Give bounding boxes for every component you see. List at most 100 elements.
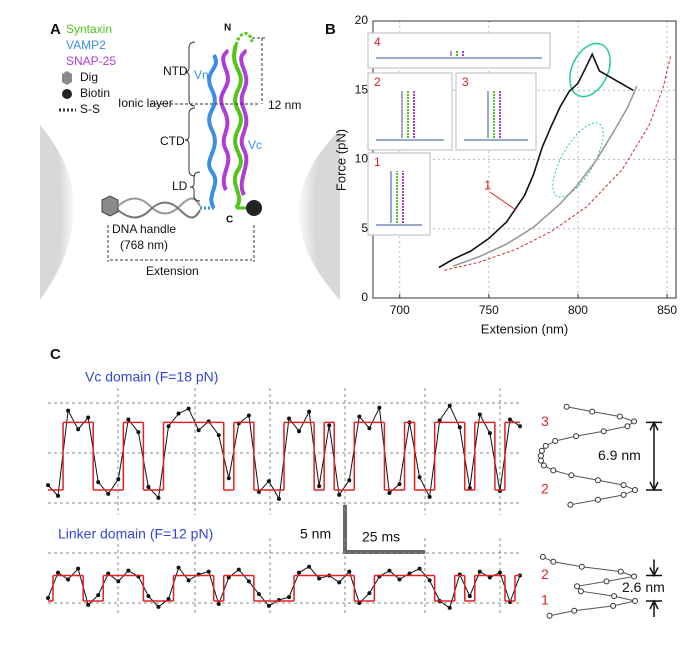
label: N [224,23,231,34]
label: CTD [160,134,185,148]
histogram-point [546,612,553,619]
trace-point [106,491,111,496]
trace-point [477,569,482,574]
trace-point [256,489,261,494]
histogram-point [538,447,545,454]
label: NTD [163,64,188,78]
trace-point [317,484,322,489]
trace-point [427,494,432,499]
bead [40,125,74,300]
histogram-point [620,482,627,489]
annotation: 1 [484,177,491,192]
state-label: 2 [541,566,549,582]
trace-point [297,429,302,434]
trace-point [317,576,322,581]
legend-entry: Biotin [80,86,110,100]
histogram-point [616,413,623,420]
x-tick-label: 800 [568,303,588,317]
trace-point [56,570,61,575]
dig [101,195,119,217]
bead [299,130,340,300]
histogram-point [632,598,638,604]
histogram-point [540,462,547,469]
label: Extension [146,264,199,278]
trace-point [156,604,161,609]
trace-point [367,426,372,431]
histogram-point [537,452,544,459]
trace-line [47,566,521,609]
histogram-point [550,467,557,474]
y-tick-label: 5 [361,221,368,235]
y-tick-label: 10 [355,152,369,166]
histogram-point [552,438,559,444]
inset-label: 3 [462,75,469,89]
snap25-helix [239,48,249,196]
histogram-point [550,558,557,565]
force-curve [444,55,672,271]
histogram-point [578,563,585,570]
trace-point [256,592,261,597]
histogram-point [600,428,607,435]
histogram-point [620,491,627,498]
trace-point [357,600,362,605]
trace-title: Linker domain (F=12 pN) [58,526,213,542]
trace-point [226,575,231,580]
panel-label: B [325,21,336,38]
trace-point [297,570,302,575]
trace-point [216,433,221,438]
trace-point [126,417,131,422]
dimension-label: 2.6 nm [622,579,665,595]
inset-label: 1 [374,155,381,169]
label: (768 nm) [120,238,168,252]
trace-point [196,428,201,433]
snap25-helix [219,48,231,191]
inset-art [376,171,422,226]
x-tick-label: 750 [479,303,499,317]
highlight [569,42,611,98]
trace-point [417,566,422,571]
biotin-icon [62,89,72,99]
trace-point [347,478,352,483]
trace-point [518,424,522,429]
state-label: 2 [541,481,549,497]
trace-point [397,577,402,582]
trace-point [76,566,81,571]
dna [117,197,201,215]
legend-entry: Syntaxin [66,22,112,36]
histogram-point [603,578,610,585]
histogram-point [542,442,549,449]
histogram-point [624,423,631,430]
histogram-point [611,593,618,600]
legend-entry: SNAP-25 [66,54,116,68]
highlight [552,122,604,198]
trace-point [387,490,392,495]
inset [367,72,453,151]
histogram-point [567,501,574,508]
dna [117,201,201,219]
label: 12 nm [268,98,301,112]
label: Vc [248,138,262,152]
trace-point [437,418,442,423]
label: LD [172,179,188,193]
trace-point [397,482,402,487]
trace-point [387,568,392,573]
label: DNA handle [112,222,176,236]
trace-point [266,479,271,484]
histogram-point [632,487,638,493]
y-tick-label: 15 [355,82,369,96]
scale-label: 25 ms [362,529,400,545]
trace-point [146,485,151,490]
x-tick-label: 700 [390,303,410,317]
inset [367,32,551,69]
trace-point [136,430,141,435]
trace-point [407,571,412,576]
brackets [184,41,201,202]
trace-point [126,568,131,573]
scale-label: 5 nm [300,526,331,542]
histogram-point [594,496,601,503]
y-tick-label: 20 [355,13,369,27]
trace-point [186,578,191,583]
trace-point [86,602,91,607]
inset-label: 4 [374,35,381,49]
